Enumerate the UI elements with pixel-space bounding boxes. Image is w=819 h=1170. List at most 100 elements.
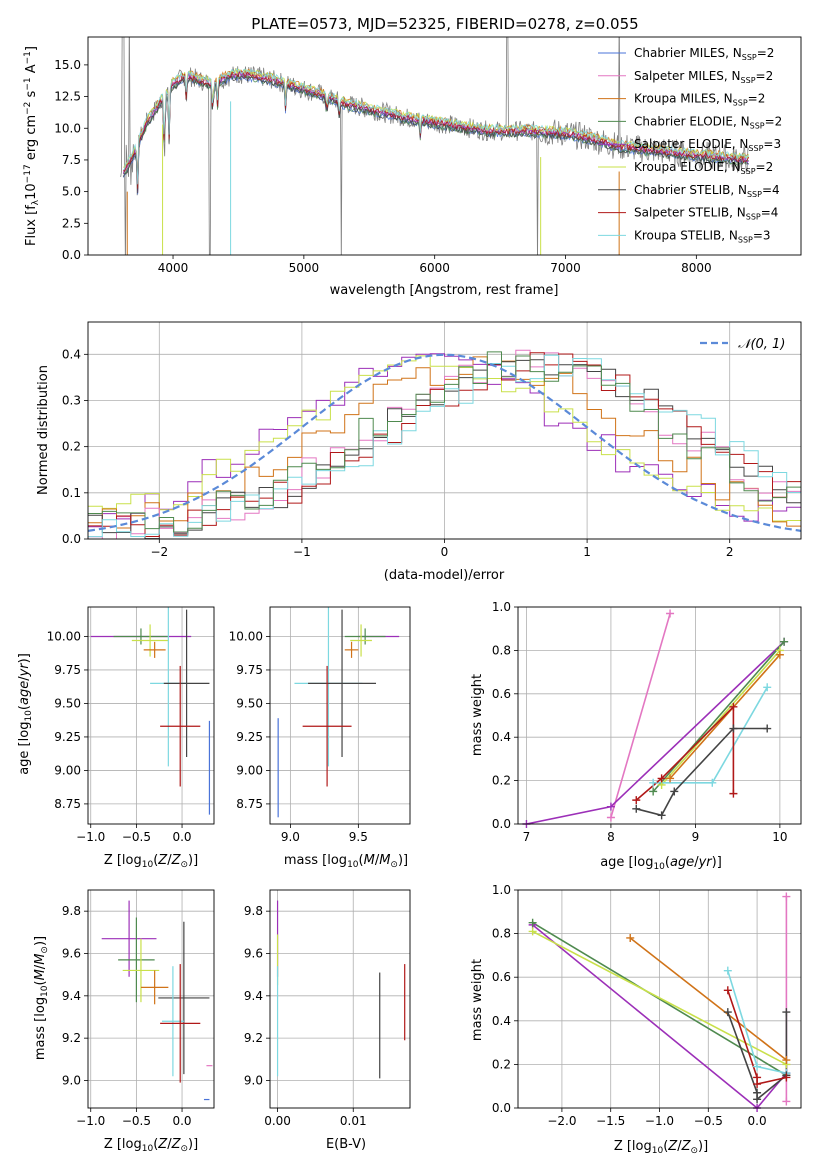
x-tick-label: −2.0	[547, 1114, 576, 1128]
axes-frame	[517, 606, 802, 825]
legend-label-chabrier_elodie: Chabrier ELODIE, NSSP=2	[634, 114, 782, 130]
y-tick-label: 0.0	[62, 248, 81, 262]
series-marker-chabrier_stelib	[657, 811, 666, 820]
y-tick-label: 0.0	[492, 1101, 511, 1115]
normal-curve-line	[88, 353, 801, 532]
series-line-chabrier_elodie	[652, 641, 785, 793]
series-marker-salpeter_stelib	[657, 774, 666, 783]
x-tick-label: −1.0	[76, 830, 105, 844]
plot-content	[532, 896, 788, 1108]
y-tick-label: 9.00	[54, 763, 81, 777]
legend-label-salpeter_stelib: Salpeter STELIB, NSSP=4	[634, 206, 778, 222]
series-marker-kroupa_elodie	[528, 927, 537, 936]
y-tick-label: 0.4	[62, 347, 81, 361]
series-line-kroupa_stelib	[653, 686, 768, 784]
spectrum-legend: Chabrier MILES, NSSP=2 Salpeter MILES, NS…	[598, 46, 782, 244]
series-line-salpeter_elodie	[532, 924, 788, 1108]
residual-ylabel: Normed distribution	[36, 365, 51, 495]
residual-histogram-chabrier_elodie	[88, 351, 801, 533]
residual-panel: −2 −1 0 1 2 0.0 0.1 0.2 0.3 0.4 𝒩(0, 1) (data-mode…	[36, 321, 802, 583]
y-tick-label: 0.4	[492, 730, 511, 744]
mass-vs-z-ylabel: mass [log10(M/M⊙)]	[33, 936, 50, 1060]
series-marker-salpeter_stelib	[723, 986, 732, 995]
legend-label-kroupa_miles: Kroupa MILES, NSSP=2	[634, 92, 765, 108]
y-tick-label: 10.0	[54, 121, 81, 135]
legend-label-kroupa_elodie: Kroupa ELODIE, NSSP=2	[634, 160, 773, 176]
mass-vs-z-xlabel: Z [log10(Z/Z⊙)]	[104, 1137, 198, 1154]
y-tick-label: 9.50	[236, 696, 263, 710]
series-marker-kroupa_stelib	[649, 778, 658, 787]
model-line-salpeter_stelib	[123, 70, 750, 189]
legend-label-chabrier_miles: Chabrier MILES, NSSP=2	[634, 46, 774, 62]
y-tick-label: 1.0	[492, 883, 511, 897]
x-tick-label: 2	[726, 545, 734, 559]
legend-label-kroupa_stelib: Kroupa STELIB, NSSP=3	[634, 228, 771, 244]
x-tick-label: 7	[523, 830, 531, 844]
series-marker-kroupa_miles	[782, 1056, 791, 1065]
x-tick-label: 7000	[550, 261, 581, 275]
model-line-chabrier_elodie	[122, 74, 749, 191]
residual-histogram-kroupa_elodie	[88, 355, 801, 522]
spectrum-ylabel: Flux [fλ10−17 erg cm−2 s−1 A−1]	[23, 46, 41, 246]
series-marker-chabrier_stelib	[729, 724, 738, 733]
series-marker-chabrier_stelib	[753, 1095, 762, 1104]
age-vs-z-xlabel: Z [log10(Z/Z⊙)]	[104, 853, 198, 870]
model-line-kroupa_stelib	[123, 68, 750, 185]
y-tick-label: 9.0	[244, 1073, 263, 1087]
series-marker-salpeter_stelib	[782, 1073, 791, 1082]
x-tick-label: 10	[772, 830, 787, 844]
y-tick-label: 10.00	[47, 629, 81, 643]
y-tick-label: 2.5	[62, 216, 81, 230]
axes-frame	[269, 889, 411, 1109]
weight-vs-z-plot-area: −2.0 −1.5 −1.0 −0.5 0.0 0.0 0.2 0.4 0.6 0.8 1.0	[492, 883, 802, 1128]
y-tick-label: 1.0	[492, 600, 511, 614]
series-line-salpeter_miles	[610, 613, 671, 818]
series-line-salpeter_stelib	[635, 704, 735, 801]
y-tick-label: 8.75	[54, 797, 81, 811]
series-marker-salpeter_stelib	[729, 702, 738, 711]
y-tick-label: 9.50	[54, 696, 81, 710]
series-line-kroupa_miles	[629, 937, 787, 1061]
series-marker-salpeter_stelib	[632, 796, 641, 805]
y-tick-label: 9.75	[236, 663, 263, 677]
spectrum-plot-area: 4000 5000 6000 7000 8000 0.0 2.5 5.0 7.5 10.0 12.5…	[54, 36, 802, 275]
weight-vs-z-ylabel: mass weight	[470, 959, 485, 1041]
x-tick-label: 6000	[419, 261, 450, 275]
plot-content	[101, 900, 213, 1101]
y-tick-label: 0.3	[62, 393, 81, 407]
x-tick-label: −0.5	[122, 830, 151, 844]
plot-content	[90, 607, 211, 815]
age-vs-mass-panel: 9.0 9.5 8.75 9.00 9.25 9.50 9.75 10.00 mass [lo…	[229, 606, 411, 870]
series-marker-salpeter_miles	[666, 609, 675, 618]
model-line-chabrier_miles	[122, 73, 750, 195]
y-tick-label: 0.6	[492, 687, 511, 701]
weight-vs-z-panel: −2.0 −1.5 −1.0 −0.5 0.0 0.0 0.2 0.4 0.6 0.8 1.0 Z …	[470, 883, 802, 1156]
x-tick-label: 9	[692, 830, 700, 844]
x-tick-label: 0.0	[172, 1114, 191, 1128]
residual-plot-area: −2 −1 0 1 2 0.0 0.1 0.2 0.3 0.4 𝒩(0, 1)	[62, 321, 802, 559]
age-vs-mass-plot-area: 9.0 9.5 8.75 9.00 9.25 9.50 9.75 10.00	[229, 606, 411, 844]
x-tick-label: 0.0	[172, 830, 191, 844]
x-tick-label: −2	[150, 545, 168, 559]
series-line-kroupa_miles	[669, 654, 781, 779]
series-marker-chabrier_elodie	[780, 637, 789, 646]
y-tick-label: 9.25	[54, 730, 81, 744]
y-tick-label: 7.5	[62, 153, 81, 167]
y-tick-label: 0.1	[62, 486, 81, 500]
axes-frame	[269, 606, 411, 825]
series-line-chabrier_stelib	[636, 727, 768, 817]
series-line-kroupa_elodie	[532, 930, 787, 1066]
y-tick-label: 9.25	[236, 730, 263, 744]
plot-content	[276, 900, 406, 1079]
x-tick-label: 9.5	[349, 830, 368, 844]
series-marker-chabrier_stelib	[670, 787, 679, 796]
series-marker-kroupa_stelib	[763, 683, 772, 692]
residual-histogram-salpeter_elodie	[88, 353, 801, 528]
legend-label-chabrier_stelib: Chabrier STELIB, NSSP=4	[634, 183, 780, 199]
x-tick-label: −1.0	[76, 1114, 105, 1128]
weight-vs-age-ylabel: mass weight	[470, 674, 485, 756]
age-vs-z-ylabel: age [log10(age/yr)]	[17, 653, 34, 775]
x-tick-label: 5000	[289, 261, 320, 275]
mass-vs-ebv-plot-area: 0.00 0.01 9.0 9.2 9.4 9.6 9.8	[244, 889, 411, 1128]
axes-frame	[87, 889, 215, 1109]
